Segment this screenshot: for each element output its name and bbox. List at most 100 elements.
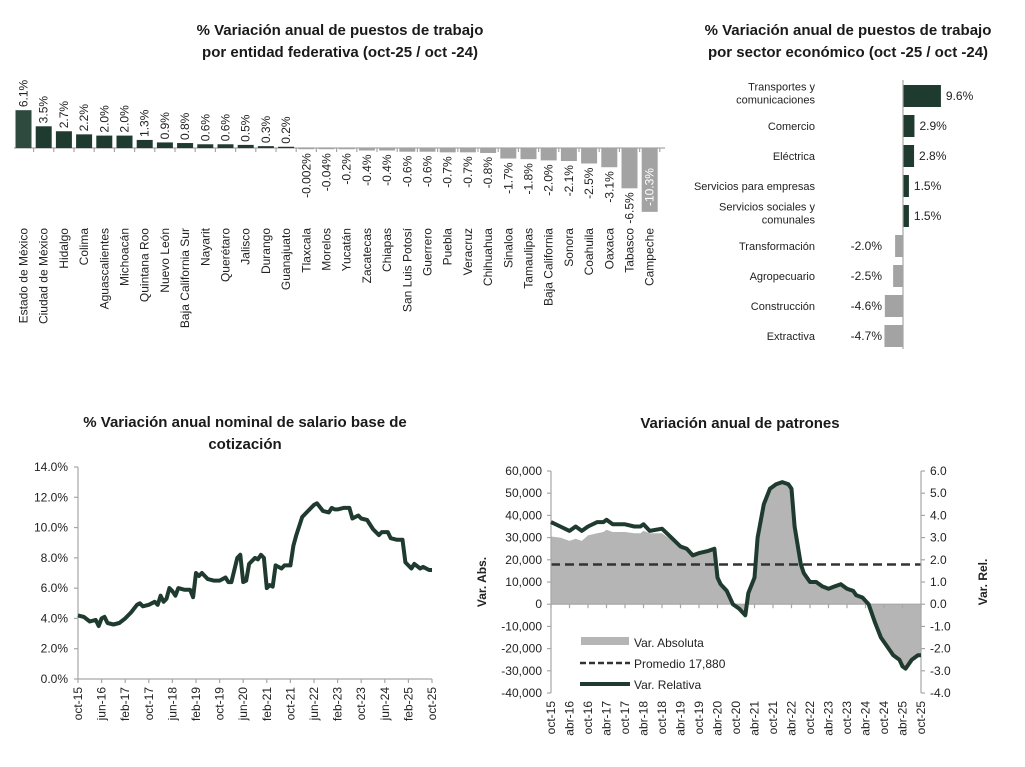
bar-12 xyxy=(257,146,274,148)
category-label: Estado de México xyxy=(17,228,31,324)
y-tick-label: 0 xyxy=(535,597,542,611)
x-tick-label: jun-22 xyxy=(307,687,321,722)
bar-8 xyxy=(884,325,903,347)
category-label: Construcción xyxy=(751,301,815,313)
y-tick-label: 6.0% xyxy=(41,581,69,595)
category-label: Tabasco xyxy=(623,228,637,273)
x-tick-label: oct-15 xyxy=(544,701,558,735)
y-tick-label: 30,000 xyxy=(505,531,542,545)
bar-21 xyxy=(439,148,456,153)
data-label: -10.3% xyxy=(643,168,657,206)
y-tick-label: 14.0% xyxy=(34,460,68,474)
bar-0 xyxy=(903,85,941,107)
x-tick-label: abr-19 xyxy=(674,701,688,736)
y-tick-label: 50,000 xyxy=(505,486,542,500)
y2-tick-label: 0.0 xyxy=(930,597,947,611)
data-label: -1.7% xyxy=(501,162,515,194)
data-label: -0.04% xyxy=(320,153,334,191)
category-label: Extractiva xyxy=(767,331,816,343)
x-tick-label: feb-19 xyxy=(189,687,203,721)
x-tick-label: oct-17 xyxy=(142,687,156,721)
x-tick-label: abr-18 xyxy=(637,701,651,736)
bar-3 xyxy=(76,134,93,148)
relative-variation-line xyxy=(550,480,921,671)
bar-7 xyxy=(156,142,173,148)
data-label: -0.4% xyxy=(380,154,394,186)
category-label: Transformación xyxy=(739,241,815,253)
salary-line xyxy=(77,501,432,628)
bar-31 xyxy=(641,148,658,212)
legend-swatch-absolute xyxy=(581,637,629,645)
data-label: -0.4% xyxy=(360,154,374,186)
category-label: Tamaulipas xyxy=(522,228,536,289)
category-label: Michoacán xyxy=(118,228,132,286)
data-label: -2.0% xyxy=(542,164,556,196)
data-label: -6.5% xyxy=(623,192,637,224)
category-label: Yucatán xyxy=(340,228,354,271)
category-label: Hidalgo xyxy=(57,228,71,269)
data-label: 2.9% xyxy=(919,119,947,133)
bar-27 xyxy=(560,148,577,162)
data-label: -4.7% xyxy=(851,329,883,343)
bar-19 xyxy=(399,148,416,152)
x-tick-label: oct-25 xyxy=(914,701,928,735)
data-label: 0.6% xyxy=(219,114,233,142)
category-label: Quintana Roo xyxy=(138,228,152,302)
category-label: Guerrero xyxy=(421,228,435,276)
y-tick-label: 40,000 xyxy=(505,508,542,522)
category-label: comunales xyxy=(762,215,816,227)
y-tick-label: 2.0% xyxy=(41,642,69,656)
y2-axis-title: Var. Rel. xyxy=(976,559,990,606)
bar-6 xyxy=(136,139,153,148)
x-tick-label: oct-21 xyxy=(283,687,297,721)
data-label: -0.6% xyxy=(400,155,414,187)
category-label: Tlaxcala xyxy=(299,228,313,273)
data-label: 0.6% xyxy=(198,114,212,142)
x-tick-label: oct-20 xyxy=(729,701,743,735)
y2-tick-label: 4.0 xyxy=(930,508,947,522)
data-label: 3.5% xyxy=(37,96,51,124)
x-tick-label: abr-16 xyxy=(563,701,577,736)
category-label: Campeche xyxy=(643,228,657,286)
chart-states: % Variación anual de puestos de trabajo … xyxy=(14,22,665,328)
x-tick-label: jun-16 xyxy=(95,687,109,722)
data-label: 1.5% xyxy=(914,179,942,193)
y-tick-label: -20,000 xyxy=(501,642,542,656)
data-label: 0.3% xyxy=(259,115,273,143)
bar-24 xyxy=(500,148,517,159)
y-tick-label: -30,000 xyxy=(501,664,542,678)
category-label: Aguascalientes xyxy=(97,228,111,309)
y-tick-label: 10,000 xyxy=(505,575,542,589)
category-label: Chiapas xyxy=(380,228,394,272)
data-label: 2.0% xyxy=(97,105,111,133)
x-tick-label: abr-20 xyxy=(711,701,725,736)
y2-tick-label: 2.0 xyxy=(930,553,947,567)
category-label: Chihuahua xyxy=(481,228,495,286)
category-label: Oaxaca xyxy=(602,228,616,270)
bar-17 xyxy=(358,148,375,151)
bar-30 xyxy=(621,148,638,189)
chart-employers-title: Variación anual de patrones xyxy=(640,415,839,432)
bar-5 xyxy=(895,235,903,257)
bar-1 xyxy=(35,126,52,148)
bar-28 xyxy=(581,148,598,164)
data-label: 1.3% xyxy=(138,109,152,137)
legend-label: Var. Relativa xyxy=(634,678,701,692)
category-label: Durango xyxy=(259,228,273,274)
bar-4 xyxy=(903,205,909,227)
category-label: Eléctrica xyxy=(773,151,816,163)
category-label: Querétaro xyxy=(219,228,233,282)
bar-14 xyxy=(298,148,315,150)
x-tick-label: oct-18 xyxy=(655,701,669,735)
x-tick-label: oct-21 xyxy=(766,701,780,735)
y2-tick-label: -4.0 xyxy=(930,686,951,700)
bar-16 xyxy=(338,148,355,150)
x-tick-label: abr-22 xyxy=(785,701,799,736)
y-tick-label: -40,000 xyxy=(501,686,542,700)
y2-tick-label: 1.0 xyxy=(930,575,947,589)
y-tick-label: 4.0% xyxy=(41,611,69,625)
x-tick-label: feb-23 xyxy=(331,687,345,721)
data-label: 0.9% xyxy=(158,112,172,140)
absolute-variation-area xyxy=(551,482,921,669)
x-tick-label: oct-17 xyxy=(618,701,632,735)
